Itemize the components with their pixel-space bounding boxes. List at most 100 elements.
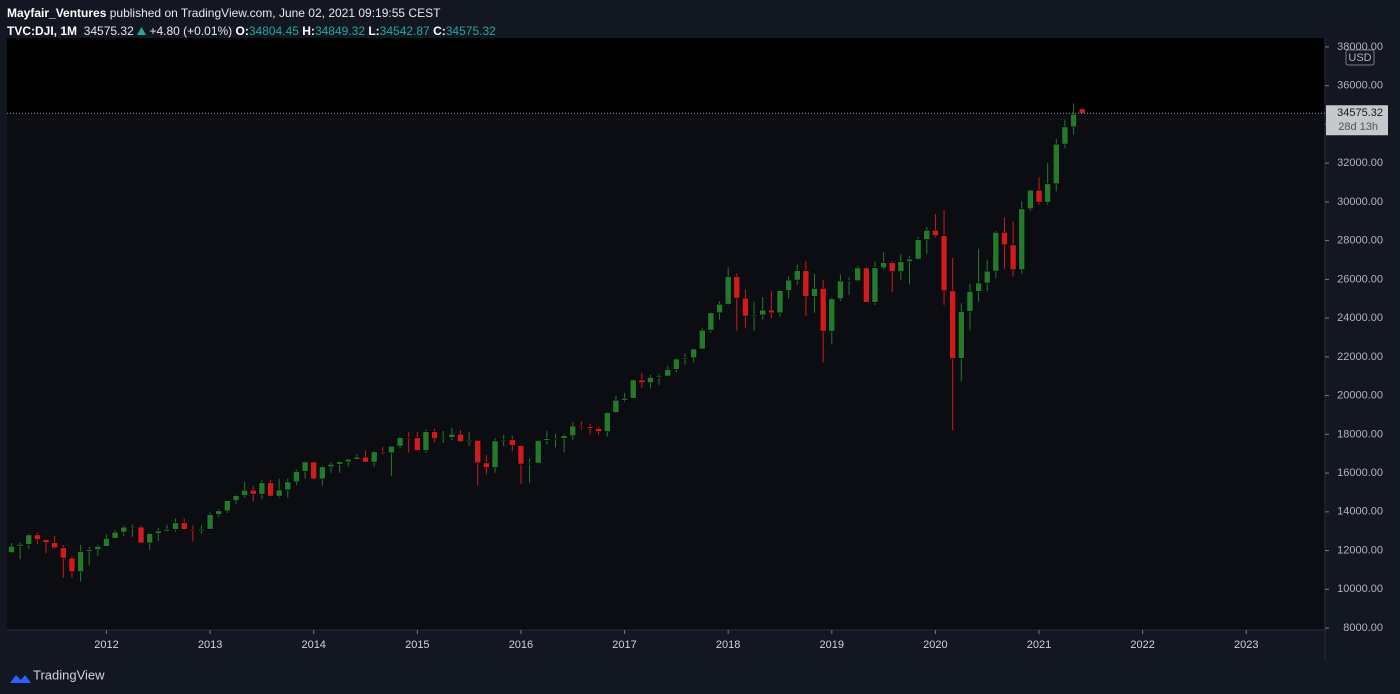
candle-body: [698, 329, 706, 350]
candle-body: [914, 239, 922, 260]
candle-body: [733, 276, 741, 299]
candle-body: [647, 377, 654, 384]
candle-body: [198, 528, 205, 532]
candle-body: [586, 426, 594, 429]
candle-body: [137, 526, 145, 544]
candle-body: [923, 229, 931, 240]
candle-body: [811, 288, 818, 297]
change: +4.80 (+0.01%): [149, 24, 233, 38]
y-tick-label: 22000.00: [1337, 351, 1383, 363]
open-value: 34804.45: [248, 24, 299, 38]
candle-body: [975, 282, 982, 292]
plot-top-band: [7, 38, 1325, 114]
candle-body: [180, 522, 188, 530]
candle-body: [215, 510, 223, 515]
candle-body: [224, 500, 231, 512]
candle-body: [94, 546, 102, 550]
candle-body: [1009, 244, 1017, 270]
candle-body: [768, 309, 775, 314]
candle-body: [34, 534, 41, 540]
candle-body: [560, 435, 568, 439]
candle-body: [85, 549, 93, 552]
candle-body: [8, 545, 15, 553]
candle-body: [448, 433, 456, 438]
candle-body: [362, 456, 369, 463]
candle-body: [724, 276, 732, 305]
candle-body: [77, 551, 84, 572]
x-tick-label: 2022: [1130, 639, 1154, 651]
candle-body: [638, 379, 646, 384]
header-line-1: Mayfair_Ventures published on TradingVie…: [7, 4, 496, 22]
candle-body: [293, 471, 300, 483]
candle-body: [267, 482, 274, 497]
candle-body: [189, 529, 197, 532]
brand: TradingView: [33, 667, 105, 682]
candle-body: [1078, 108, 1086, 114]
candle-body: [154, 530, 162, 534]
candle-body: [1035, 189, 1043, 203]
candle-body: [673, 358, 680, 370]
candle-body: [275, 489, 283, 497]
candle-body: [439, 437, 447, 439]
candle-body: [465, 440, 473, 443]
y-tick-label: 36000.00: [1337, 80, 1383, 92]
up-arrow: [137, 27, 147, 35]
candle-body: [163, 529, 171, 532]
candles: 34575.32 28d 13h: [7, 103, 1388, 582]
candle-body: [1052, 143, 1060, 185]
header: Mayfair_Ventures published on TradingVie…: [7, 4, 496, 40]
candle-body: [534, 440, 542, 464]
candle-body: [1044, 183, 1051, 203]
y-tick-label: 14000.00: [1337, 506, 1383, 518]
candle-body: [897, 261, 905, 272]
y-tick-label: 32000.00: [1337, 157, 1383, 169]
y-tick-label: 28000.00: [1337, 235, 1383, 247]
candle-body: [388, 445, 395, 454]
candle-body: [1061, 126, 1069, 145]
y-tick-label: 20000.00: [1337, 390, 1383, 402]
candle-body: [578, 425, 585, 428]
brand-logo: [10, 675, 31, 683]
x-tick-label: 2013: [198, 639, 222, 651]
candle-body: [413, 437, 421, 451]
candle-body: [59, 547, 67, 559]
candle-body: [863, 267, 870, 303]
candle-body: [370, 451, 378, 463]
candle-body: [690, 348, 697, 359]
candle-body: [569, 425, 577, 437]
low-value: 34542.87: [379, 24, 430, 38]
y-tick-label: 12000.00: [1337, 544, 1383, 556]
candle-body: [353, 456, 361, 460]
candle-body: [327, 463, 335, 468]
author: Mayfair_Ventures: [7, 6, 107, 20]
candle-body: [655, 375, 663, 378]
candle-body: [500, 439, 507, 442]
published: published on TradingView.com, June 02, 2…: [109, 6, 441, 20]
candle-body: [422, 431, 430, 451]
candle-body: [629, 379, 637, 399]
x-tick-label: 2016: [509, 639, 533, 651]
candle-body: [957, 311, 965, 359]
x-tick-label: 2012: [94, 639, 118, 651]
candle-body: [949, 290, 956, 359]
candle-body: [854, 267, 862, 282]
candle-body: [785, 279, 792, 292]
candle-body: [681, 357, 689, 360]
y-tick-label: 8000.00: [1343, 622, 1383, 634]
y-tick-label: 24000.00: [1337, 312, 1383, 324]
y-tick-label: 26000.00: [1337, 273, 1383, 285]
open-label: O:: [235, 24, 249, 38]
candle-body: [759, 309, 767, 316]
close-label: C:: [433, 24, 446, 38]
candle-body: [284, 481, 292, 491]
candle-body: [120, 526, 128, 533]
candle-body: [336, 461, 343, 465]
x-tick-label: 2018: [716, 639, 740, 651]
candle-body: [793, 270, 801, 281]
candle-body: [664, 369, 672, 377]
candle-body: [16, 544, 24, 547]
plot-area: [7, 38, 1325, 630]
candle-body: [517, 445, 525, 465]
candle-body: [543, 438, 551, 441]
countdown: 28d 13h: [1338, 121, 1378, 133]
